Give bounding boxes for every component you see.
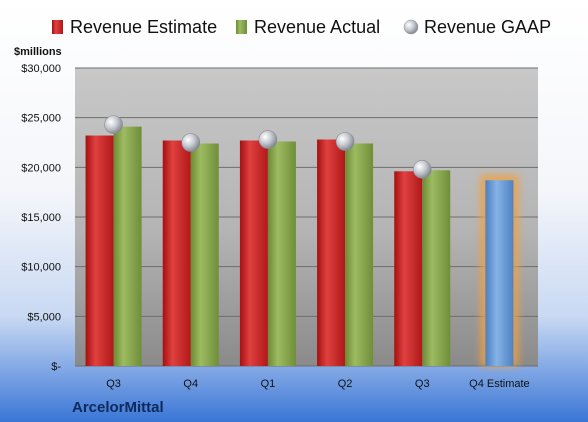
legend-label: Revenue GAAP (424, 17, 551, 37)
x-tick-label: Q3 (106, 378, 121, 390)
marker-revenue-gaap (412, 160, 432, 179)
bar-revenue-actual (190, 143, 219, 366)
bar-q4-estimate (485, 180, 514, 366)
y-axis-ticks: $- $5,000 $10,000 $15,000 $20,000 $25,000 $30,… (21, 63, 61, 373)
marker-revenue-gaap (181, 133, 201, 152)
x-tick-label: Q3 (415, 378, 430, 390)
legend-swatch (236, 20, 247, 34)
y-axis-label: $millions (14, 46, 62, 58)
legend-label: Revenue Actual (254, 17, 380, 37)
y-tick-label: $20,000 (21, 162, 61, 174)
bar-revenue-estimate (162, 140, 191, 366)
marker-revenue-gaap (335, 132, 355, 151)
x-tick-label: Q4 (183, 378, 198, 390)
y-tick-label: $30,000 (21, 63, 61, 75)
marker-revenue-gaap (258, 130, 278, 149)
legend-label: Revenue Estimate (70, 17, 217, 37)
x-tick-label: Q2 (338, 378, 353, 390)
legend-swatch (403, 19, 419, 35)
bar-revenue-estimate (85, 135, 114, 366)
y-tick-label: $5,000 (27, 311, 61, 323)
company-name: ArcelorMittal (72, 399, 164, 416)
x-axis-ticks: Q3 Q4 Q1 Q2 Q3 Q4 Estimate (106, 378, 529, 390)
y-tick-label: $10,000 (21, 262, 61, 274)
legend: Revenue Estimate Revenue Actual Revenue GA… (52, 17, 551, 37)
y-tick-label: $15,000 (21, 212, 61, 224)
bar-revenue-actual (422, 170, 451, 366)
bar-revenue-actual (345, 143, 374, 366)
bar-revenue-estimate (239, 140, 268, 366)
y-tick-label: $25,000 (21, 113, 61, 125)
gaap-markers (104, 115, 432, 179)
x-tick-label: Q4 Estimate (469, 378, 530, 390)
bar-revenue-actual (267, 141, 296, 366)
bar-revenue-estimate (317, 139, 346, 366)
gridlines (75, 67, 538, 367)
bars (85, 126, 519, 367)
bar-revenue-estimate (394, 171, 423, 366)
x-tick-label: Q1 (261, 378, 276, 390)
bar-revenue-actual (113, 126, 142, 367)
y-tick-label: $- (51, 361, 61, 373)
marker-revenue-gaap (104, 115, 123, 134)
legend-swatch (52, 20, 63, 34)
